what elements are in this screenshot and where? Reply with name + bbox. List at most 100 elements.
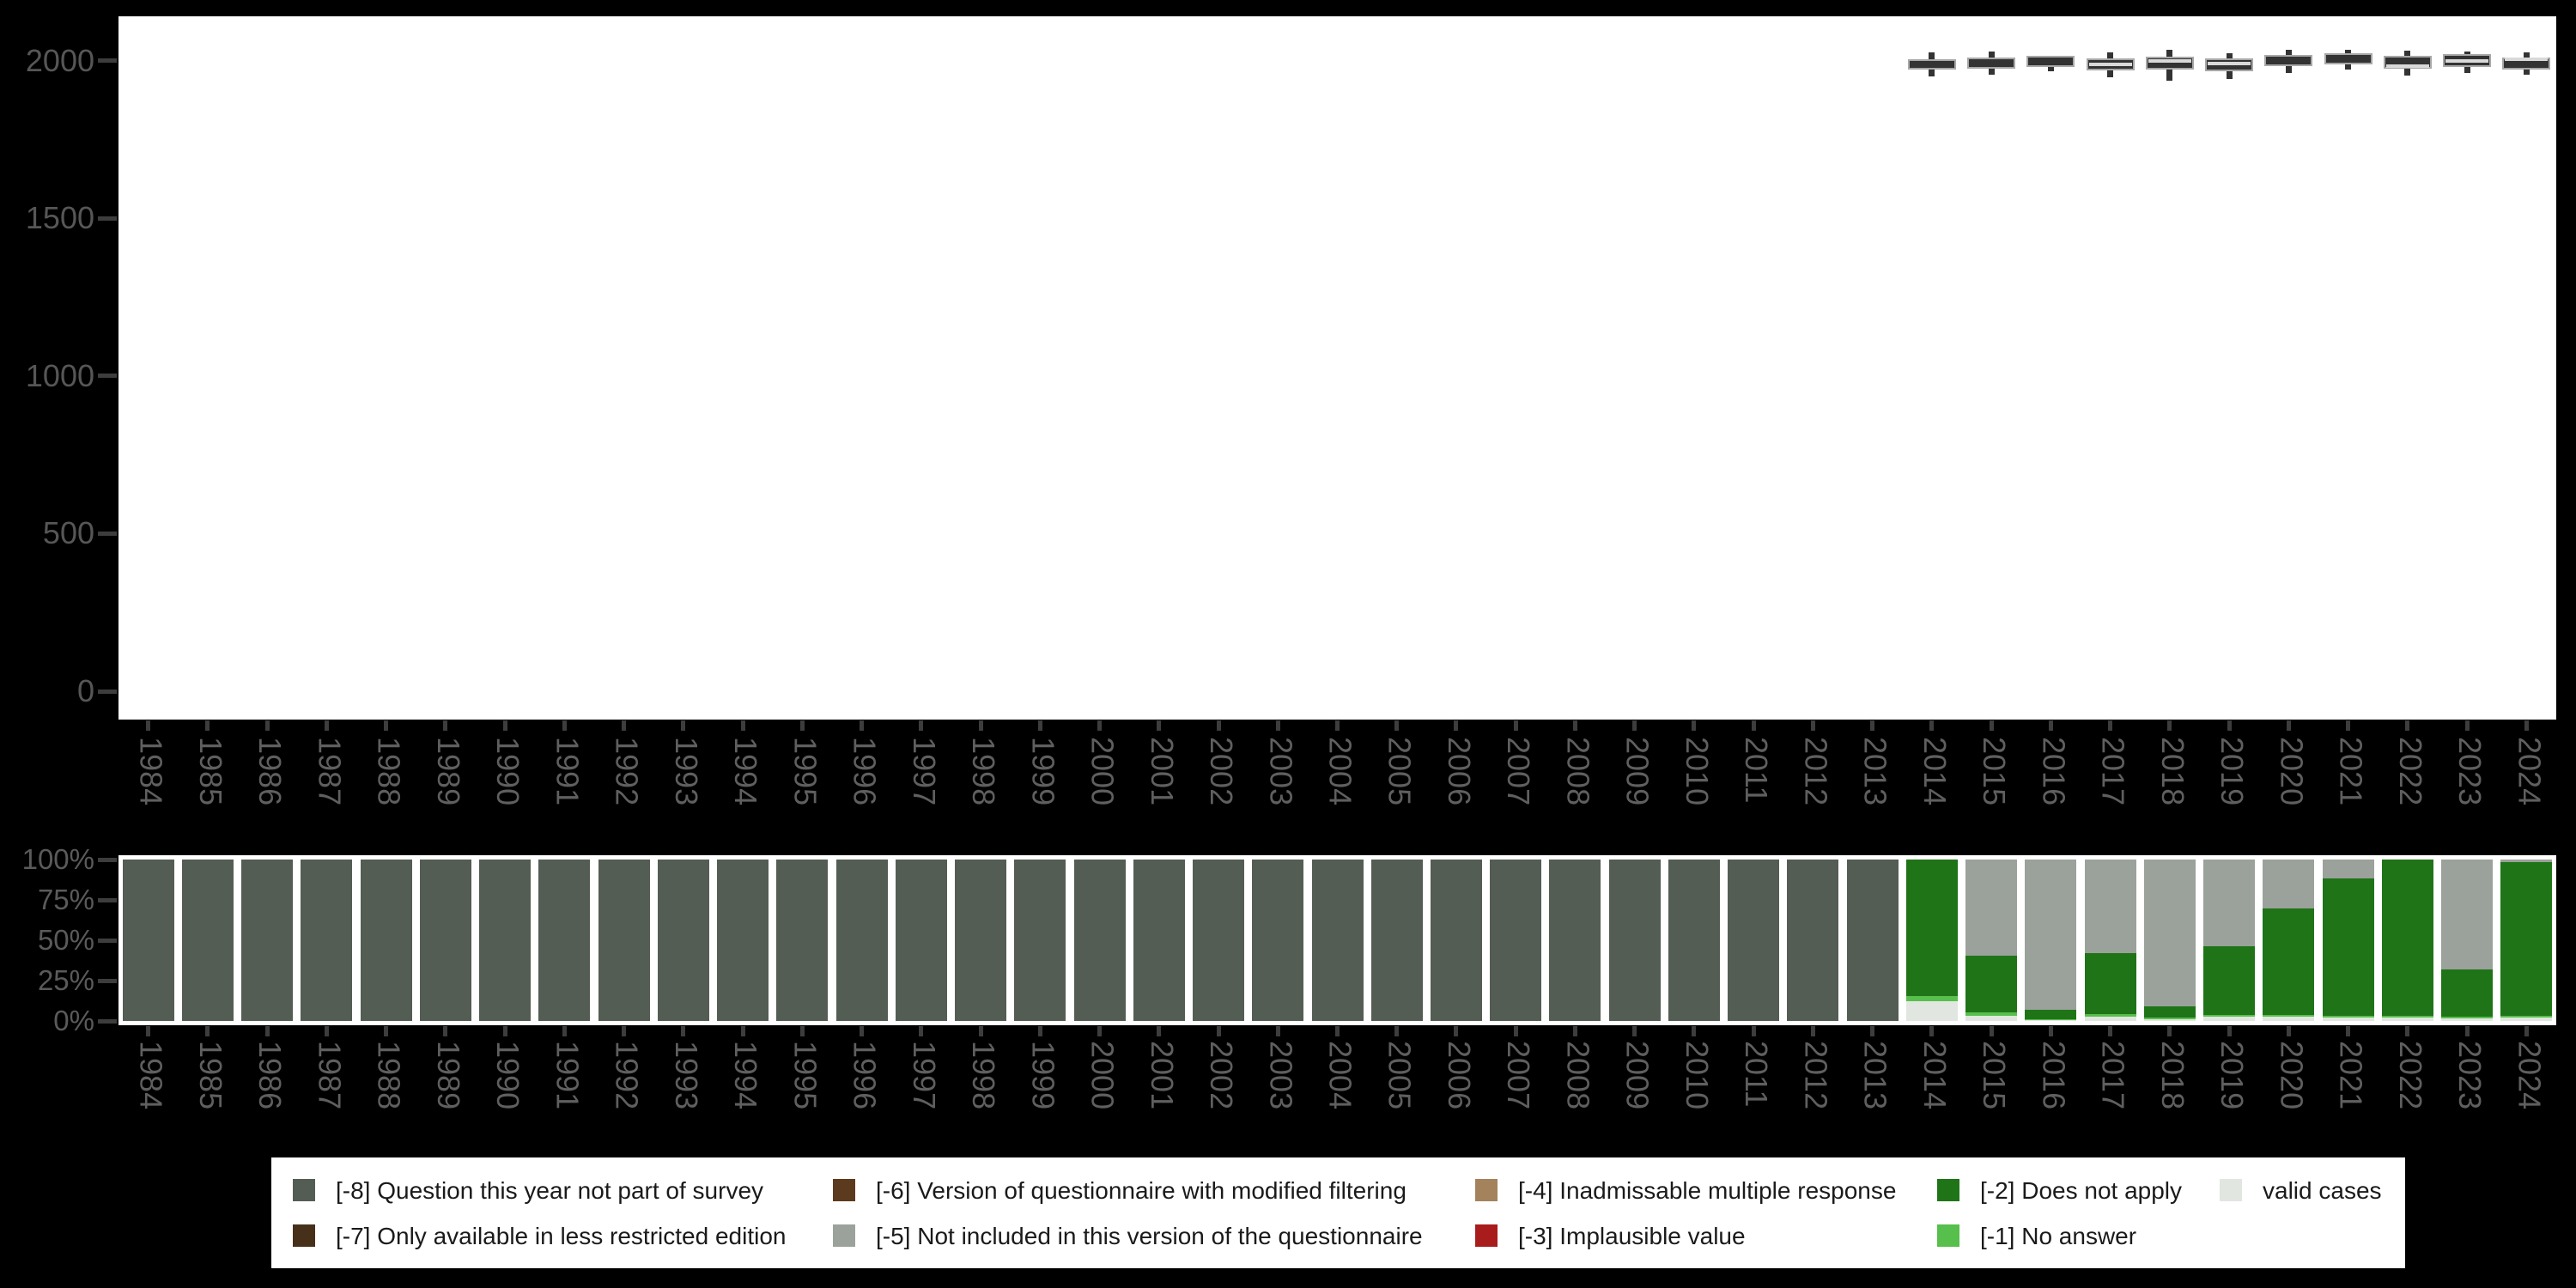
x-axis-year-label: 1993	[668, 737, 704, 806]
x-axis-year-label: 1987	[312, 737, 348, 806]
bar-2020	[2263, 860, 2315, 1021]
bar-segment	[479, 860, 532, 1021]
y-axis-tick	[98, 689, 117, 694]
x-axis-year-label: 2023	[2452, 737, 2488, 806]
x-axis-tick	[1513, 720, 1518, 731]
x-axis-tick	[1157, 1026, 1162, 1036]
legend-label: [-4] Inadmissable multiple response	[1518, 1177, 1897, 1204]
x-axis-tick	[681, 1026, 686, 1036]
bar-segment	[419, 860, 471, 1021]
y-axis-label: 0%	[53, 1005, 94, 1036]
bar-1998	[955, 860, 1007, 1021]
bar-segment	[2084, 953, 2136, 1015]
bar-segment	[2025, 1009, 2077, 1019]
x-axis-tick	[1989, 1026, 1994, 1036]
x-axis-tick	[1454, 720, 1459, 731]
x-axis-tick	[502, 1026, 507, 1036]
x-axis-year-label: 2024	[2512, 1041, 2548, 1110]
x-axis-tick	[1632, 1026, 1637, 1036]
bar-1988	[360, 860, 412, 1021]
bar-2010	[1668, 860, 1720, 1021]
boxplot-median	[2208, 62, 2251, 66]
bar-2023	[2441, 860, 2494, 1021]
x-axis-year-label: 1989	[430, 1041, 466, 1110]
bar-segment	[2500, 1016, 2553, 1018]
x-axis-tick	[1929, 1026, 1935, 1036]
x-axis-year-label: 2022	[2392, 1041, 2428, 1110]
y-axis-label: 2000	[25, 42, 94, 78]
bar-2006	[1430, 860, 1482, 1021]
x-axis-tick	[978, 1026, 983, 1036]
x-axis-year-label: 2005	[1382, 1041, 1418, 1110]
x-axis-tick	[205, 720, 210, 731]
x-axis-year-label: 1991	[550, 737, 586, 806]
bar-segment	[598, 860, 650, 1021]
x-axis-year-label: 1995	[787, 737, 823, 806]
bar-segment	[2381, 1015, 2433, 1018]
x-axis-tick	[919, 1026, 924, 1036]
boxplot-box	[1967, 57, 2016, 70]
bar-1985	[181, 860, 234, 1021]
legend-swatch	[293, 1179, 315, 1201]
bar-2008	[1549, 860, 1601, 1021]
x-axis-tick	[2346, 1026, 2351, 1036]
bar-segment	[2143, 1018, 2196, 1020]
x-axis-tick	[622, 720, 627, 731]
bar-2012	[1787, 860, 1839, 1021]
legend-swatch	[833, 1179, 855, 1201]
bar-segment	[2084, 860, 2136, 954]
bar-segment	[2322, 860, 2374, 878]
x-axis-year-label: 2017	[2095, 737, 2131, 806]
bar-segment	[181, 860, 234, 1021]
bar-segment	[2500, 862, 2553, 1017]
bar-segment	[2263, 860, 2315, 909]
x-axis-year-label: 2022	[2392, 737, 2428, 806]
bar-2001	[1133, 860, 1185, 1021]
x-axis-year-label: 1988	[371, 1041, 407, 1110]
bar-segment	[1311, 860, 1364, 1021]
bar-2021	[2322, 860, 2374, 1021]
x-axis-tick	[264, 720, 270, 731]
bar-segment	[2322, 878, 2374, 1016]
bar-segment	[1608, 860, 1661, 1021]
bar-segment	[1965, 1012, 2018, 1016]
x-axis-year-label: 2014	[1917, 1041, 1953, 1110]
legend-swatch	[293, 1224, 315, 1247]
bar-2024	[2500, 860, 2553, 1021]
x-axis-year-label: 2004	[1322, 737, 1358, 806]
bar-1984	[122, 860, 174, 1021]
bar-segment	[2143, 860, 2196, 1007]
bar-2015	[1965, 860, 2018, 1021]
y-axis-label: 1500	[25, 200, 94, 236]
x-axis-tick	[1037, 720, 1042, 731]
x-axis-year-label: 1997	[906, 737, 942, 806]
bar-1995	[776, 860, 829, 1021]
x-axis-tick	[562, 720, 567, 731]
boxplot-median	[2148, 58, 2191, 63]
bar-1994	[717, 860, 769, 1021]
x-axis-year-label: 1986	[252, 737, 289, 806]
x-axis-year-label: 2004	[1322, 1041, 1358, 1110]
bar-2022	[2381, 860, 2433, 1021]
x-axis-tick	[2108, 1026, 2113, 1036]
bar-segment	[2025, 860, 2077, 1010]
x-axis-year-label: 2003	[1263, 737, 1299, 806]
bar-segment	[241, 860, 294, 1021]
x-axis-tick	[205, 1026, 210, 1036]
bar-segment	[1668, 860, 1720, 1021]
bar-segment	[2441, 969, 2494, 1017]
legend-label: [-7] Only available in less restricted e…	[336, 1223, 787, 1249]
bar-segment	[1728, 860, 1780, 1021]
x-axis-tick	[2227, 1026, 2232, 1036]
x-axis-year-label: 1991	[550, 1041, 586, 1110]
bar-segment	[2143, 1019, 2196, 1021]
x-axis-tick	[2346, 720, 2351, 731]
bar-1989	[419, 860, 471, 1021]
x-axis-year-label: 2008	[1560, 737, 1596, 806]
x-axis-tick	[2524, 720, 2529, 731]
x-axis-year-label: 2024	[2512, 737, 2548, 806]
x-axis-tick	[860, 1026, 865, 1036]
x-axis-year-label: 2020	[2274, 1041, 2310, 1110]
bar-segment	[955, 860, 1007, 1021]
bar-segment	[2441, 1016, 2494, 1018]
